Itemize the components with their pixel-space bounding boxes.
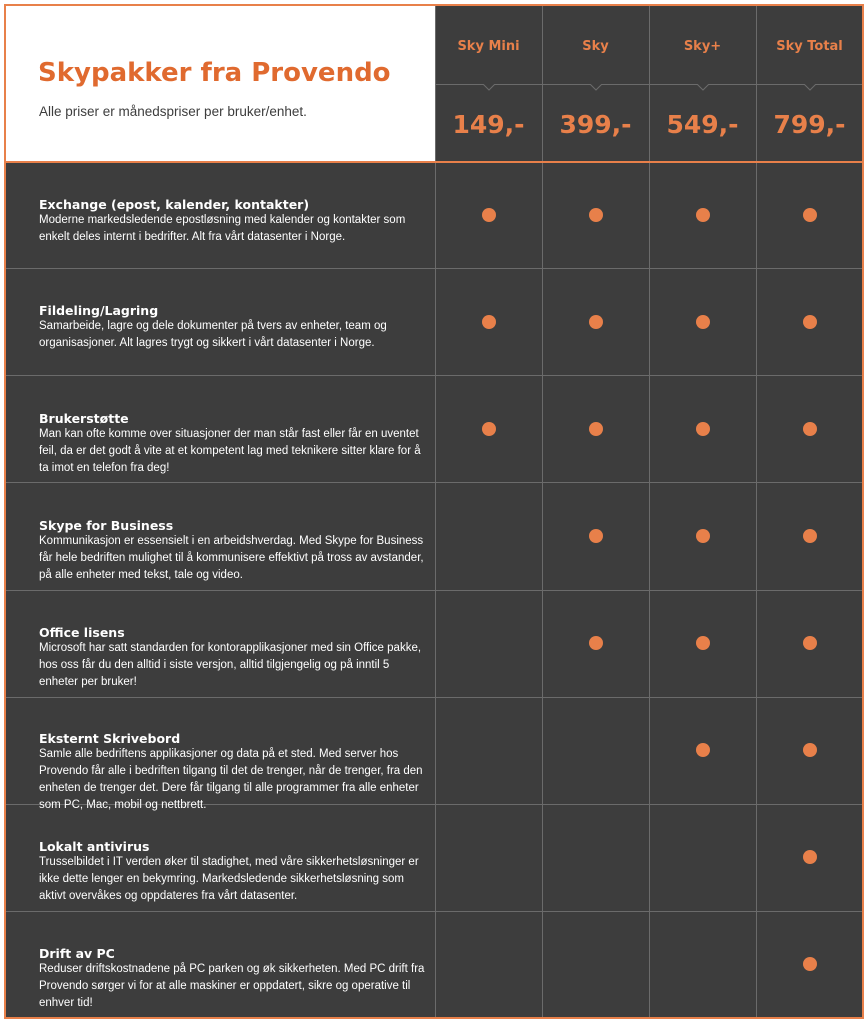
feature-description: Samarbeide, lagre og dele dokumenter på … — [39, 320, 387, 350]
chevron-down-icon — [589, 84, 602, 91]
plan-price: 399,- — [559, 110, 632, 139]
plan-name: Sky — [582, 39, 609, 54]
included-dot-icon — [802, 850, 817, 865]
plan-name: Sky Total — [776, 39, 843, 54]
feature-description: Reduser driftskostnadene på PC parken og… — [39, 962, 425, 1009]
included-dot-icon — [588, 528, 603, 543]
row-divider — [6, 697, 862, 698]
feature-description: Man kan ofte komme over situasjoner der … — [39, 428, 421, 475]
column-divider — [435, 6, 436, 1017]
page-title: Skypakker fra Provendo — [38, 58, 391, 88]
row-divider — [6, 482, 862, 483]
included-dot-icon — [588, 314, 603, 329]
plan-price: 549,- — [666, 110, 739, 139]
feature-title: Drift av PC — [39, 945, 115, 961]
feature-title: Brukerstøtte — [39, 411, 129, 427]
feature-description: Moderne markedsledende epostløsning med … — [39, 214, 406, 243]
chevron-down-icon — [696, 84, 709, 91]
included-dot-icon — [481, 207, 496, 222]
plan-name: Sky+ — [683, 39, 722, 54]
plan-name: Sky Mini — [457, 39, 520, 54]
included-dot-icon — [588, 421, 603, 436]
included-dot-icon — [695, 528, 710, 543]
page-subtitle: Alle priser er månedspriser per bruker/e… — [39, 104, 307, 119]
included-dot-icon — [481, 421, 496, 436]
feature-description: Microsoft har satt standarden for kontor… — [39, 641, 422, 688]
included-dot-icon — [802, 421, 817, 436]
included-dot-icon — [695, 207, 710, 222]
chevron-down-icon — [803, 84, 816, 91]
included-dot-icon — [695, 743, 710, 758]
included-dot-icon — [802, 207, 817, 222]
included-dot-icon — [802, 314, 817, 329]
column-divider — [756, 6, 757, 1017]
feature-description: Trusselbildet i IT verden øker til stadi… — [39, 855, 419, 902]
included-dot-icon — [802, 636, 817, 651]
row-divider — [6, 804, 862, 805]
feature-title: Lokalt antivirus — [39, 838, 150, 854]
column-divider — [542, 6, 543, 1017]
row-divider — [6, 911, 862, 912]
included-dot-icon — [802, 957, 817, 972]
row-divider — [6, 375, 862, 376]
row-divider — [6, 268, 862, 269]
included-dot-icon — [588, 207, 603, 222]
included-dot-icon — [695, 314, 710, 329]
included-dot-icon — [695, 421, 710, 436]
pricing-table: Skypakker fra Provendo Alle priser er må… — [4, 4, 864, 1019]
plan-price: 149,- — [452, 110, 525, 139]
row-divider — [6, 590, 862, 591]
included-dot-icon — [802, 743, 817, 758]
feature-description: Samle alle bedriftens applikasjoner og d… — [39, 747, 423, 811]
included-dot-icon — [802, 528, 817, 543]
chevron-down-icon — [482, 84, 495, 91]
feature-title: Eksternt Skrivebord — [39, 730, 181, 746]
feature-title: Skype for Business — [39, 518, 174, 534]
column-divider — [649, 6, 650, 1017]
plan-divider — [435, 84, 862, 85]
feature-title: Office lisens — [39, 624, 125, 640]
feature-title: Exchange (epost, kalender, kontakter) — [39, 197, 310, 212]
feature-title: Fildeling/Lagring — [39, 303, 159, 319]
included-dot-icon — [695, 636, 710, 651]
header-box: Skypakker fra Provendo Alle priser er må… — [6, 6, 435, 161]
feature-description: Kommunikasjon er essensielt i en arbeids… — [39, 535, 424, 582]
plan-price: 799,- — [773, 110, 846, 139]
header-divider — [6, 161, 862, 163]
included-dot-icon — [481, 314, 496, 329]
included-dot-icon — [588, 636, 603, 651]
